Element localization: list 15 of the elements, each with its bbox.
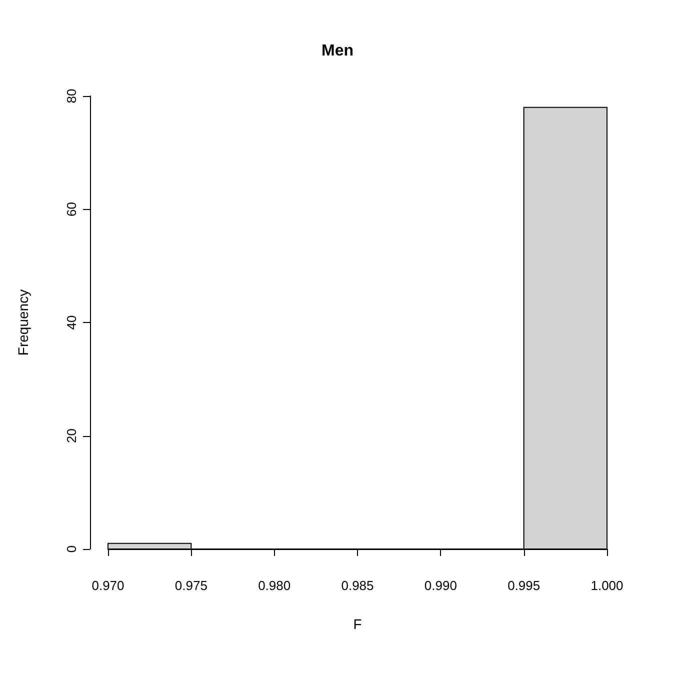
x-tick-label: 0.975 (174, 578, 208, 593)
x-tick-label: 0.970 (92, 578, 124, 593)
x-tick-label: 0.990 (424, 578, 457, 593)
x-tick-label: 1.000 (590, 578, 624, 593)
x-axis-title: F (353, 616, 362, 632)
x-tick-label: 0.980 (258, 578, 291, 593)
y-axis-title: Frequency (15, 289, 31, 356)
y-tick-label: 80 (64, 88, 79, 104)
y-tick-label: 60 (64, 202, 79, 216)
chart-title: Men (322, 42, 354, 60)
y-tick-label: 20 (64, 428, 79, 443)
x-tick-label: 0.995 (508, 578, 540, 593)
y-tick-label: 0 (64, 545, 79, 553)
x-tick-label: 0.985 (341, 578, 374, 593)
y-tick-label: 40 (64, 315, 79, 330)
